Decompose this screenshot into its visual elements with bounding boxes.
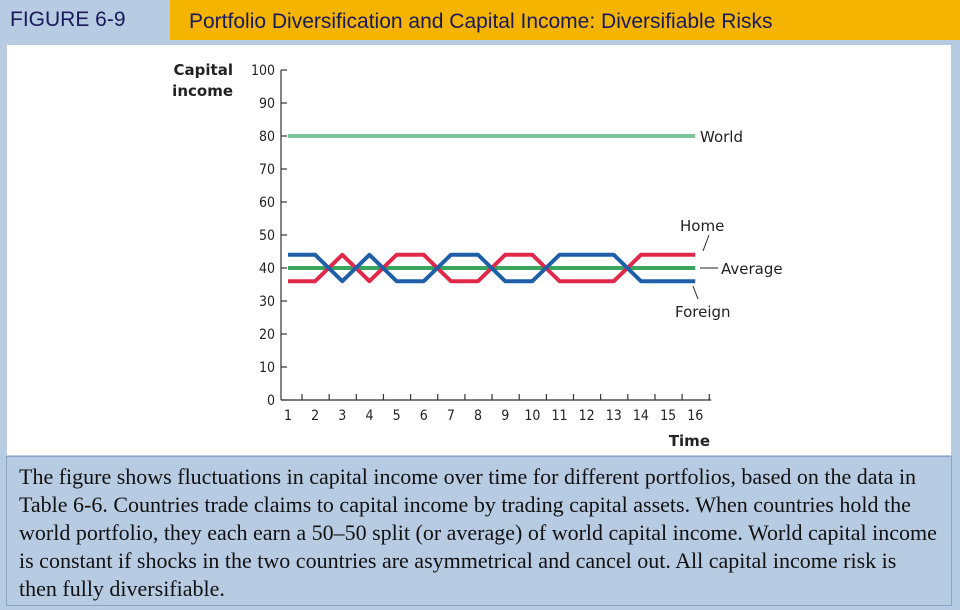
- x-tick-label: 5: [393, 408, 401, 424]
- x-tick-label: 12: [579, 408, 595, 424]
- y-tick-label: 30: [259, 294, 275, 310]
- foreign-label: Foreign: [675, 303, 731, 321]
- foreign-series-line: [288, 252, 696, 284]
- y-tick-label: 70: [259, 162, 275, 178]
- y-axis-title-line2: income: [172, 82, 233, 100]
- labels-layer: Capital income Time World Home Average F…: [172, 61, 782, 450]
- y-tick-label: 0: [267, 393, 275, 409]
- series-layer: [288, 134, 696, 284]
- x-tick-label: 10: [524, 408, 540, 424]
- x-tick-label: 11: [551, 408, 567, 424]
- caption-box: The figure shows fluctuations in capital…: [6, 456, 952, 606]
- y-tick-label: 60: [259, 195, 275, 211]
- x-tick-label: 13: [606, 408, 622, 424]
- x-tick-label: 14: [633, 408, 649, 424]
- home-series-line: [288, 252, 696, 284]
- y-axis-title-line1: Capital: [174, 61, 233, 79]
- y-tick-label: 80: [259, 129, 275, 145]
- home-label: Home: [680, 217, 724, 235]
- x-tick-label: 1: [284, 408, 292, 424]
- y-tick-label: 20: [259, 327, 275, 343]
- figure-title: Portfolio Diversification and Capital In…: [189, 10, 773, 33]
- x-tick-label: 7: [447, 408, 455, 424]
- x-tick-label: 3: [338, 408, 346, 424]
- average-label: Average: [721, 260, 783, 278]
- x-tick-label: 8: [474, 408, 482, 424]
- y-tick-label: 10: [259, 360, 275, 376]
- world-label: World: [700, 128, 743, 146]
- foreign-leader-line: [692, 285, 699, 300]
- x-tick-label: 2: [311, 408, 319, 424]
- x-tick-label: 6: [420, 408, 428, 424]
- x-tick-label: 15: [660, 408, 676, 424]
- y-tick-label: 40: [259, 261, 275, 277]
- x-tick-label: 9: [501, 408, 509, 424]
- x-axis-title: Time: [669, 432, 710, 450]
- y-tick-label: 100: [251, 63, 275, 79]
- figure-label: FIGURE 6-9: [0, 0, 170, 40]
- y-tick-label: 90: [259, 96, 275, 112]
- home-leader-line: [702, 234, 710, 252]
- figure-header: FIGURE 6-9 Portfolio Diversification and…: [0, 0, 960, 40]
- x-tick-label: 4: [365, 408, 373, 424]
- chart-panel: 0 10 20 30 40 50 60 70 80 90 100 1 2 3 4 5 6 7 8 9 10 11 12 13 1…: [7, 45, 951, 455]
- figure-caption: The figure shows fluctuations in capital…: [19, 464, 937, 601]
- x-tick-label: 16: [687, 408, 703, 424]
- y-tick-label: 50: [259, 228, 275, 244]
